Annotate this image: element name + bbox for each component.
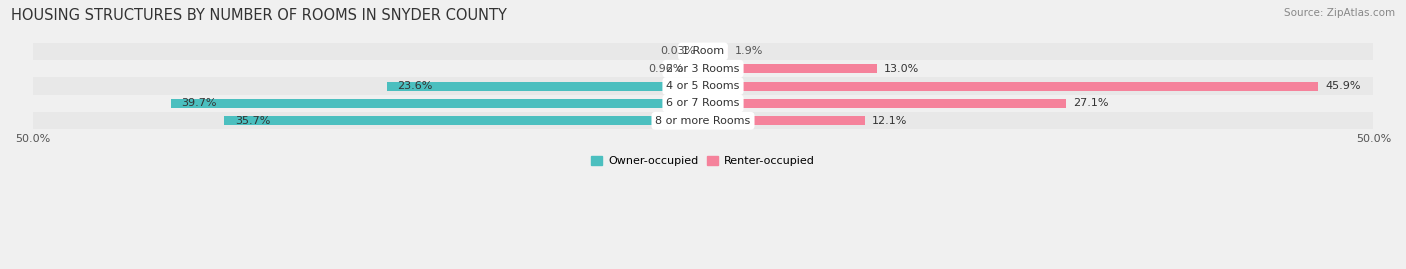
Text: 6 or 7 Rooms: 6 or 7 Rooms <box>666 98 740 108</box>
Text: 27.1%: 27.1% <box>1073 98 1108 108</box>
Text: 35.7%: 35.7% <box>235 116 270 126</box>
Text: 0.96%: 0.96% <box>648 64 683 74</box>
Text: Source: ZipAtlas.com: Source: ZipAtlas.com <box>1284 8 1395 18</box>
Bar <box>225 116 703 125</box>
Bar <box>170 99 703 108</box>
Bar <box>690 64 703 73</box>
Text: 0.03%: 0.03% <box>661 47 696 56</box>
Text: 1 Room: 1 Room <box>682 47 724 56</box>
Bar <box>703 47 728 56</box>
Legend: Owner-occupied, Renter-occupied: Owner-occupied, Renter-occupied <box>586 152 820 171</box>
Bar <box>32 77 1374 95</box>
Text: 2 or 3 Rooms: 2 or 3 Rooms <box>666 64 740 74</box>
Text: HOUSING STRUCTURES BY NUMBER OF ROOMS IN SNYDER COUNTY: HOUSING STRUCTURES BY NUMBER OF ROOMS IN… <box>11 8 508 23</box>
Text: 45.9%: 45.9% <box>1324 81 1361 91</box>
Text: 1.9%: 1.9% <box>735 47 763 56</box>
Text: 39.7%: 39.7% <box>181 98 217 108</box>
Text: 8 or more Rooms: 8 or more Rooms <box>655 116 751 126</box>
Text: 13.0%: 13.0% <box>884 64 920 74</box>
Bar <box>703 99 1066 108</box>
Bar <box>32 95 1374 112</box>
Text: 23.6%: 23.6% <box>398 81 433 91</box>
Bar <box>32 60 1374 77</box>
Bar <box>32 43 1374 60</box>
Text: 12.1%: 12.1% <box>872 116 907 126</box>
Bar <box>703 116 865 125</box>
Text: 4 or 5 Rooms: 4 or 5 Rooms <box>666 81 740 91</box>
Bar <box>32 112 1374 129</box>
Bar <box>387 82 703 91</box>
Bar <box>703 82 1319 91</box>
Bar <box>703 64 877 73</box>
